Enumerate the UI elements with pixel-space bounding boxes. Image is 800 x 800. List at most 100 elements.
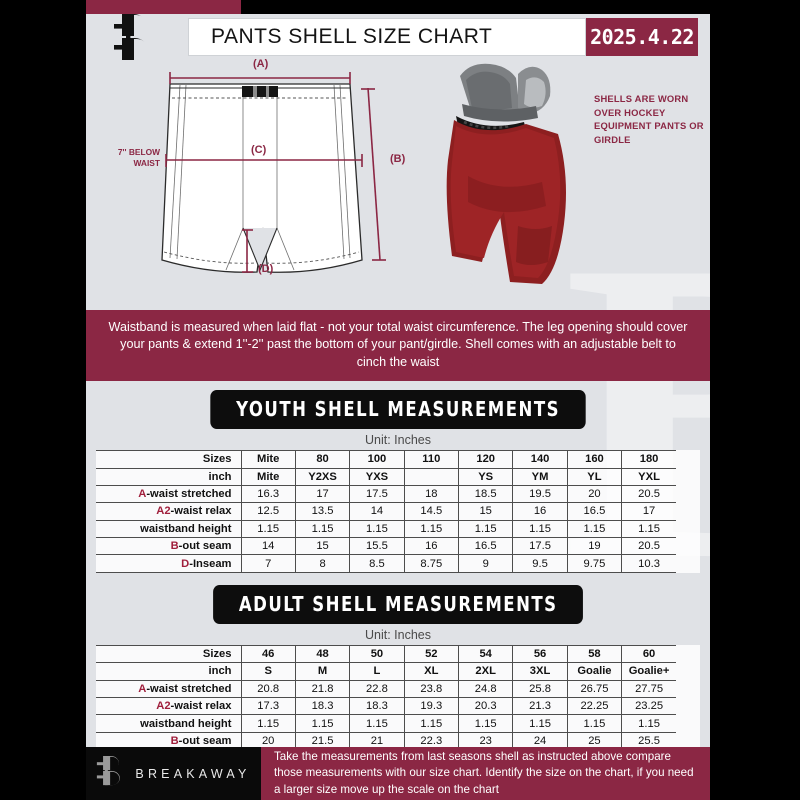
table-row: inch Mite Y2XS YXS YS YM YL YXL: [96, 468, 676, 486]
table-cell: 20.5: [621, 537, 676, 556]
youth-size-table: Sizes Mite 80 100 110 120 140 160 180 inch Mite Y2X…: [96, 450, 676, 573]
title-bar: PANTS SHELL SIZE CHART 2025.4.22: [188, 18, 698, 56]
table-row: waistband height 1.15 1.15 1.15 1.15 1.15 1.15…: [96, 714, 676, 733]
table-cell: 1.15: [512, 714, 568, 733]
row-label-marker: A2: [156, 505, 171, 518]
row-label-marker: D: [181, 557, 190, 570]
table-cell: 23.25: [621, 697, 676, 716]
row-label: waistband height: [96, 714, 242, 733]
dimension-label-b: (B): [390, 153, 406, 165]
table-cell: L: [349, 662, 405, 681]
table-row: Sizes Mite 80 100 110 120 140 160 180: [96, 450, 676, 469]
table-cell: 19.5: [512, 485, 568, 504]
table-cell: 20.3: [458, 697, 514, 716]
header: PANTS SHELL SIZE CHART 2025.4.22: [86, 14, 710, 60]
table-cell: Mite: [241, 450, 296, 469]
table-cell: 14.5: [404, 502, 460, 521]
row-label: A2-waist relax: [96, 697, 242, 716]
table-cell: 1.15: [512, 520, 568, 539]
instruction-banner: Waistband is measured when laid flat - n…: [86, 310, 710, 382]
table-cell: 110: [404, 450, 460, 469]
table-cell: 19.3: [404, 697, 460, 716]
table-cell: 1.15: [241, 714, 296, 733]
youth-heading-row: YOUTH SHELL MEASUREMENTS: [86, 381, 710, 430]
table-cell: 1.15: [458, 714, 514, 733]
adult-section-heading: ADULT SHELL MEASUREMENTS: [212, 584, 584, 624]
table-cell: 25: [567, 732, 623, 747]
table-cell: 120: [458, 450, 514, 469]
product-photo: [438, 56, 598, 306]
table-cell: 25.5: [621, 732, 676, 747]
table-cell: 24.8: [458, 680, 514, 699]
row-label-marker: B: [170, 735, 179, 747]
table-cell: 8.5: [349, 554, 405, 573]
adult-size-table: Sizes 46 48 50 52 54 56 58 60 inch S M L XL 2XL 3XL Goal…: [96, 644, 676, 747]
row-label-marker: A: [138, 488, 147, 501]
table-row: B-out seam 20 21.5 21 22.3 23 24 25 25.5: [96, 732, 676, 747]
table-cell: 22.25: [567, 697, 623, 716]
table-cell: 2XL: [458, 662, 514, 681]
table-cell: 13.5: [295, 502, 351, 521]
table-cell: 8: [295, 554, 351, 573]
table-row: waistband height 1.15 1.15 1.15 1.15 1.15 1.15…: [96, 520, 676, 539]
table-cell: 16.5: [458, 537, 514, 556]
table-cell: 22.8: [349, 680, 405, 699]
row-label: Sizes: [96, 644, 242, 664]
row-label: B-out seam: [96, 537, 242, 556]
table-cell: 16: [404, 537, 460, 556]
photo-note: SHELLS ARE WORN OVER HOCKEY EQUIPMENT PA…: [594, 93, 704, 145]
table-cell: 16.3: [241, 485, 296, 504]
date-badge: 2025.4.22: [586, 18, 698, 56]
dimension-label-a: (A): [253, 58, 269, 70]
table-cell: 46: [241, 644, 296, 664]
footer: BREAKAWAY Take the measurements from las…: [86, 747, 710, 800]
table-cell: 15.5: [349, 537, 405, 556]
top-strip-accent: [86, 0, 241, 14]
table-cell: 20: [241, 732, 296, 747]
table-cell: 24: [512, 732, 568, 747]
table-cell: 22.3: [404, 732, 460, 747]
row-label: inch: [96, 468, 242, 486]
table-cell: 12.5: [241, 502, 296, 521]
table-cell: 20.8: [241, 680, 296, 699]
dimension-label-d: (D): [258, 263, 274, 275]
table-row: D-Inseam 7 8 8.5 8.75 9 9.5 9.75 10.3: [96, 554, 676, 573]
dimension-label-c: (C): [251, 144, 267, 156]
table-cell: 21.8: [295, 680, 351, 699]
table-row: A-waist stretched 16.3 17 17.5 18 18.5 19.5 20 2…: [96, 485, 676, 504]
table-cell: 21.3: [512, 697, 568, 716]
table-cell: 16.5: [567, 502, 623, 521]
table-cell: YS: [458, 468, 514, 486]
row-label: A-waist stretched: [96, 485, 242, 504]
row-label: B-out seam: [96, 732, 242, 747]
table-cell: XL: [404, 662, 460, 681]
table-cell: 80: [295, 450, 351, 469]
table-cell: 100: [349, 450, 405, 469]
youth-section-heading: YOUTH SHELL MEASUREMENTS: [210, 390, 586, 430]
row-label-marker: B: [170, 540, 179, 553]
table-cell: 21: [349, 732, 405, 747]
table-cell: 1.15: [567, 520, 623, 539]
page-title-box: PANTS SHELL SIZE CHART: [188, 18, 586, 56]
table-cell: 16: [512, 502, 568, 521]
table-cell: 1.15: [349, 714, 405, 733]
row-label: A2-waist relax: [96, 502, 242, 521]
table-cell: 18.3: [349, 697, 405, 716]
breakaway-b-logo-icon: [112, 14, 158, 64]
table-cell: 17.5: [349, 485, 405, 504]
table-cell: 1.15: [621, 714, 676, 733]
table-cell: YM: [512, 468, 568, 486]
table-row: inch S M L XL 2XL 3XL Goalie Goalie+: [96, 662, 676, 681]
youth-table-wrap: Sizes Mite 80 100 110 120 140 160 180 inch Mite Y2X…: [96, 450, 700, 573]
table-cell: 48: [295, 644, 351, 664]
below-waist-line-1: 7'' BELOW: [117, 147, 160, 157]
youth-unit-label: Unit: Inches: [364, 433, 431, 448]
adult-heading-row: ADULT SHELL MEASUREMENTS: [86, 573, 710, 624]
sheet: B PANTS SHELL SIZE CHART 2025.4.22: [86, 14, 710, 747]
table-cell: 1.15: [241, 520, 296, 539]
table-cell: M: [295, 662, 351, 681]
table-cell: 20.5: [621, 485, 676, 504]
table-cell: 18: [404, 485, 460, 504]
table-cell: 160: [567, 450, 623, 469]
table-cell: 19: [567, 537, 623, 556]
